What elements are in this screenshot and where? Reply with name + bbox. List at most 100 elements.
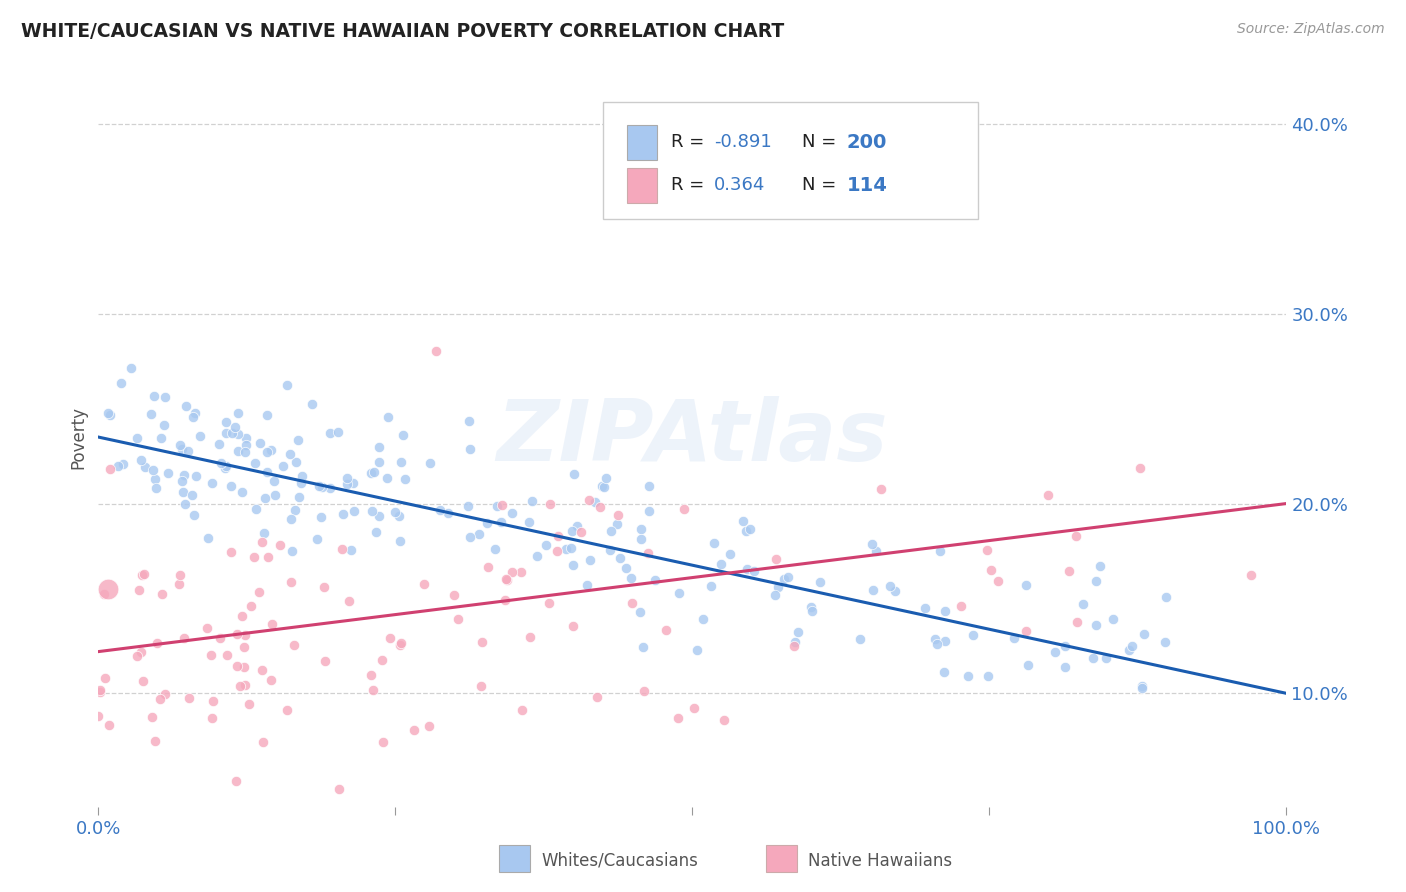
Point: [235, 431, 257, 445]
Point: [1053, 660, 1076, 674]
Text: 114: 114: [846, 176, 887, 194]
Point: [195, 622, 218, 636]
Point: [367, 440, 389, 454]
Point: [221, 425, 243, 440]
Point: [259, 673, 281, 688]
Point: [591, 479, 613, 493]
Point: [141, 710, 163, 724]
Text: Native Hawaiians: Native Hawaiians: [808, 852, 953, 870]
Point: [169, 568, 191, 582]
Point: [765, 552, 787, 566]
Point: [290, 475, 312, 490]
Point: [402, 723, 425, 737]
Point: [209, 456, 232, 470]
Point: [1045, 645, 1067, 659]
Point: [249, 436, 271, 450]
Point: [470, 679, 492, 693]
Point: [217, 648, 239, 662]
Point: [419, 456, 441, 470]
Point: [263, 475, 285, 489]
Point: [520, 493, 543, 508]
Point: [468, 527, 491, 541]
Point: [599, 542, 621, 557]
Text: R =: R =: [671, 134, 710, 152]
Point: [336, 470, 359, 484]
Point: [860, 537, 883, 551]
Point: [125, 431, 148, 445]
Point: [233, 677, 256, 691]
Point: [862, 582, 884, 597]
Point: [630, 523, 652, 537]
Point: [228, 679, 250, 693]
Point: [127, 648, 149, 663]
Point: [285, 455, 308, 469]
Point: [375, 471, 398, 485]
Point: [630, 533, 652, 547]
Point: [120, 360, 142, 375]
Point: [413, 576, 436, 591]
Point: [637, 503, 659, 517]
Point: [93, 671, 115, 685]
Text: R =: R =: [671, 177, 710, 194]
Point: [389, 455, 412, 469]
Point: [378, 632, 401, 646]
Point: [628, 605, 651, 619]
Point: [256, 444, 278, 458]
Point: [174, 399, 197, 413]
Point: [914, 600, 936, 615]
Point: [226, 427, 249, 442]
Point: [1154, 591, 1177, 605]
Point: [429, 502, 451, 516]
Point: [569, 524, 592, 539]
Point: [927, 637, 949, 651]
Point: [475, 516, 498, 530]
Point: [703, 536, 725, 550]
Point: [495, 572, 517, 586]
Point: [443, 589, 465, 603]
Point: [501, 565, 523, 579]
Point: [128, 582, 150, 597]
Point: [644, 574, 666, 588]
Point: [547, 529, 569, 543]
Point: [579, 553, 602, 567]
Point: [371, 653, 394, 667]
Point: [496, 573, 519, 587]
Point: [510, 565, 533, 579]
Point: [957, 669, 980, 683]
Point: [377, 410, 399, 425]
Point: [240, 599, 263, 613]
Point: [339, 594, 361, 608]
Point: [238, 697, 260, 711]
Point: [368, 509, 391, 524]
Point: [1121, 639, 1143, 653]
Point: [284, 503, 307, 517]
Point: [311, 480, 333, 494]
Point: [153, 418, 176, 433]
Point: [224, 419, 246, 434]
Bar: [627, 168, 657, 203]
Point: [637, 546, 659, 560]
Point: [328, 782, 350, 797]
Point: [367, 455, 389, 469]
Point: [276, 377, 298, 392]
Point: [1071, 597, 1094, 611]
Point: [308, 479, 330, 493]
Point: [87, 708, 110, 723]
Point: [373, 735, 395, 749]
Point: [173, 631, 195, 645]
Point: [278, 447, 301, 461]
Point: [934, 633, 956, 648]
Point: [389, 636, 412, 650]
Point: [501, 506, 523, 520]
Point: [231, 609, 253, 624]
Point: [360, 467, 382, 481]
Point: [437, 506, 460, 520]
Point: [93, 587, 115, 601]
Point: [562, 467, 585, 481]
Point: [766, 580, 789, 594]
Point: [256, 465, 278, 479]
Point: [783, 639, 806, 653]
Point: [243, 549, 266, 564]
Point: [280, 543, 302, 558]
Point: [510, 703, 533, 717]
